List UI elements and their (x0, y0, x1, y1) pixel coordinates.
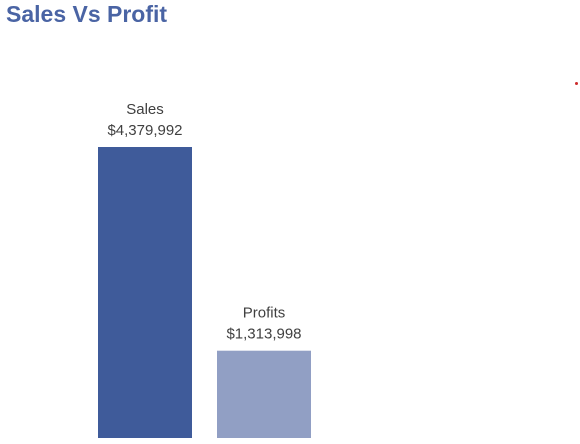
data-label-sales: $4,379,992 (107, 122, 182, 139)
category-label-profits: Profits (243, 305, 286, 322)
stray-red-dot (575, 82, 578, 85)
bar-profits (217, 350, 311, 438)
chart-title: Sales Vs Profit (6, 1, 168, 27)
category-label-sales: Sales (126, 101, 164, 118)
data-label-profits: $1,313,998 (226, 326, 301, 343)
bar-sales (98, 147, 192, 438)
